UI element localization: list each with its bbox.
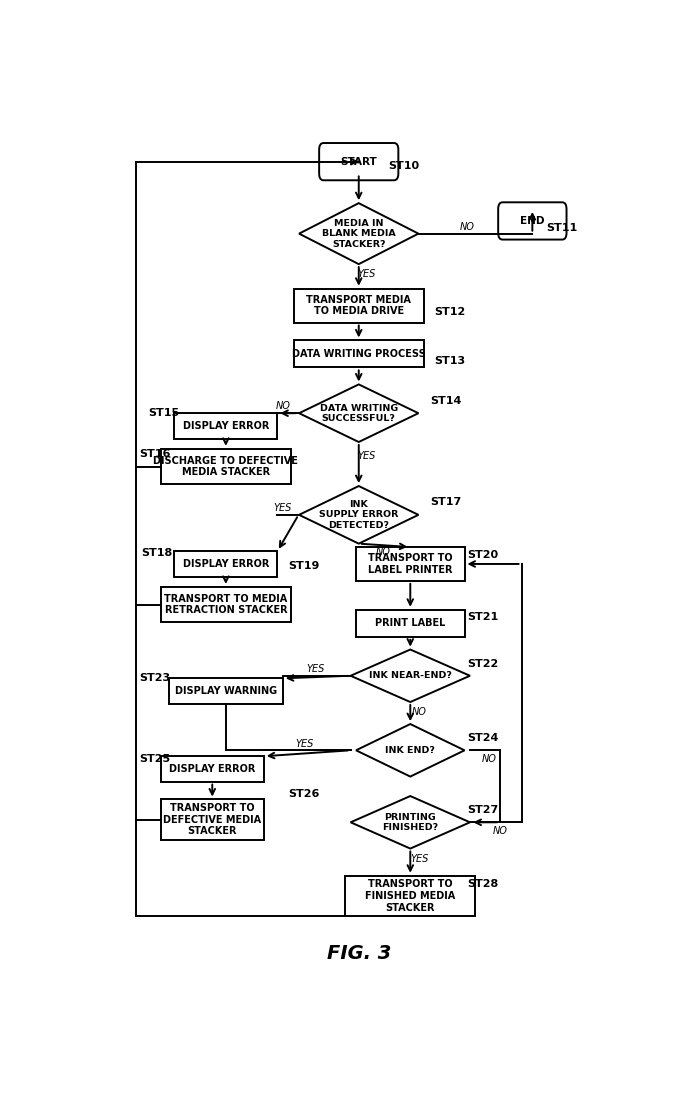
Text: DISCHARGE TO DEFECTIVE
MEDIA STACKER: DISCHARGE TO DEFECTIVE MEDIA STACKER [153,455,298,477]
Text: ST11: ST11 [546,222,578,233]
Text: ST22: ST22 [468,659,498,669]
Text: YES: YES [410,854,428,864]
Text: ST21: ST21 [468,613,498,623]
Text: INK
SUPPLY ERROR
DETECTED?: INK SUPPLY ERROR DETECTED? [319,499,398,530]
Text: ST24: ST24 [468,733,498,742]
Text: DATA WRITING PROCESS: DATA WRITING PROCESS [292,349,426,359]
Text: ST14: ST14 [430,396,462,406]
FancyBboxPatch shape [319,143,398,180]
Text: DATA WRITING
SUCCESSFUL?: DATA WRITING SUCCESSFUL? [320,404,398,422]
Text: INK END?: INK END? [385,746,435,755]
Polygon shape [351,796,470,848]
Text: YES: YES [274,503,292,513]
Text: ST10: ST10 [389,161,420,170]
Text: ST19: ST19 [288,561,320,571]
Text: ST16: ST16 [139,449,170,459]
Bar [161,586,291,623]
Bar [345,876,475,916]
Bar [174,414,277,439]
Bar [161,449,291,484]
Text: ST27: ST27 [468,804,498,815]
Text: NO: NO [460,222,475,232]
Text: YES: YES [358,270,376,279]
Text: ST17: ST17 [430,497,461,507]
Text: NO: NO [412,707,427,717]
Text: YES: YES [306,664,325,674]
Text: ST13: ST13 [435,355,466,365]
Text: ST26: ST26 [288,790,320,800]
Bar [169,679,283,704]
Text: NO: NO [376,547,391,557]
Text: ST25: ST25 [139,754,170,763]
FancyBboxPatch shape [498,202,566,240]
Text: DISPLAY WARNING: DISPLAY WARNING [175,686,277,696]
Polygon shape [299,204,419,264]
Text: YES: YES [295,738,314,748]
Text: DISPLAY ERROR: DISPLAY ERROR [183,559,269,569]
Text: ST20: ST20 [468,550,498,561]
Text: TRANSPORT TO
DEFECTIVE MEDIA
STACKER: TRANSPORT TO DEFECTIVE MEDIA STACKER [163,803,261,836]
Text: MEDIA IN
BLANK MEDIA
STACKER?: MEDIA IN BLANK MEDIA STACKER? [322,219,395,249]
Polygon shape [299,384,419,442]
Bar [356,547,465,581]
Bar [161,800,264,840]
Polygon shape [356,724,465,777]
Text: DISPLAY ERROR: DISPLAY ERROR [183,421,269,431]
Text: NO: NO [275,402,290,411]
Text: INK NEAR-END?: INK NEAR-END? [369,671,452,680]
Text: END: END [520,216,545,225]
Text: YES: YES [358,451,376,461]
Text: TRANSPORT TO
FINISHED MEDIA
STACKER: TRANSPORT TO FINISHED MEDIA STACKER [365,879,456,913]
Text: START: START [340,156,377,166]
Text: DISPLAY ERROR: DISPLAY ERROR [169,763,256,774]
Text: ST23: ST23 [139,673,170,683]
Text: TRANSPORT TO
LABEL PRINTER: TRANSPORT TO LABEL PRINTER [368,553,453,575]
Bar [161,756,264,782]
Bar [356,609,465,637]
Text: TRANSPORT TO MEDIA
RETRACTION STACKER: TRANSPORT TO MEDIA RETRACTION STACKER [164,594,288,615]
Text: PRINT LABEL: PRINT LABEL [375,618,445,628]
Text: ST28: ST28 [468,879,498,889]
Polygon shape [299,486,419,543]
Text: NO: NO [492,826,508,836]
Text: ST15: ST15 [148,408,179,418]
Text: ST12: ST12 [435,307,466,318]
Bar [174,551,277,576]
Text: NO: NO [482,754,496,763]
Polygon shape [351,649,470,702]
Bar [294,340,424,367]
Bar [294,288,424,322]
Text: FIG. 3: FIG. 3 [327,944,391,964]
Text: ST18: ST18 [141,548,173,558]
Text: PRINTING
FINISHED?: PRINTING FINISHED? [382,813,438,832]
Text: TRANSPORT MEDIA
TO MEDIA DRIVE: TRANSPORT MEDIA TO MEDIA DRIVE [307,295,411,317]
